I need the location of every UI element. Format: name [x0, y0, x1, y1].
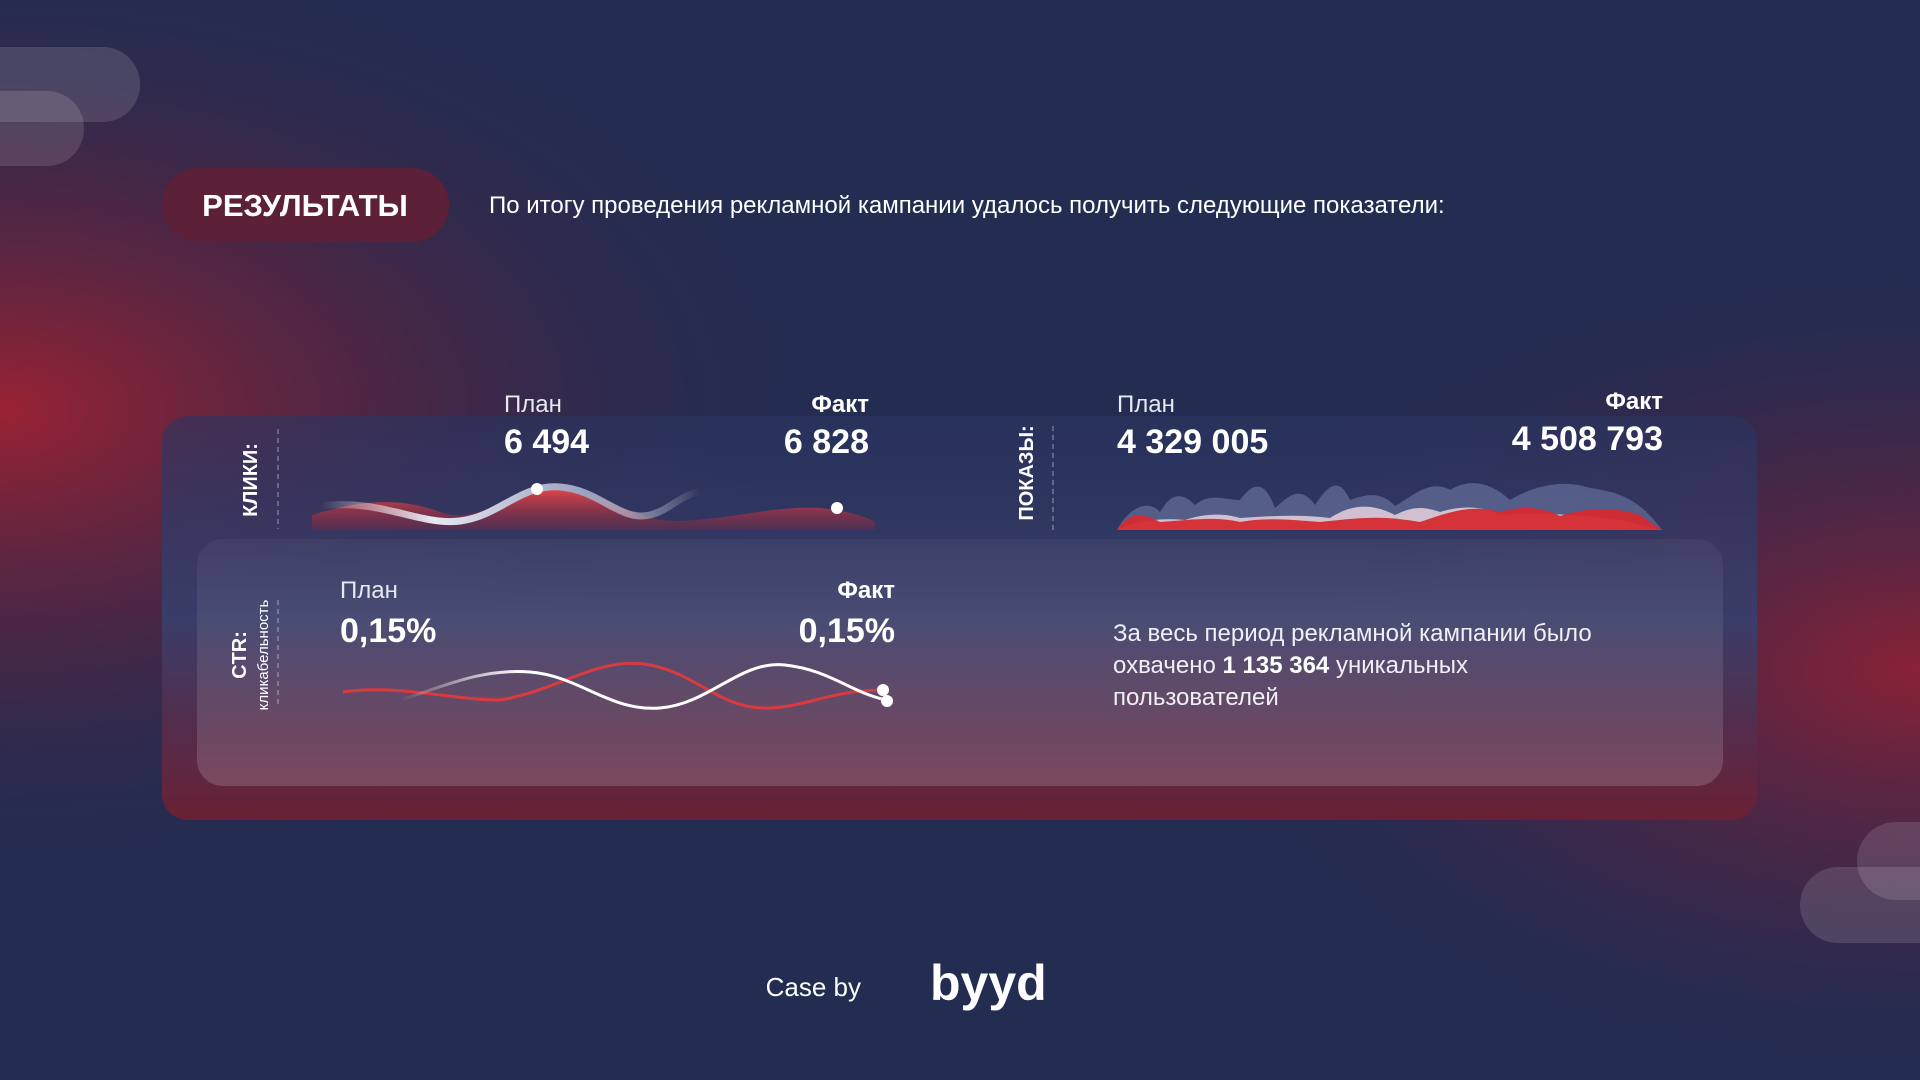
plan-label: План — [340, 577, 398, 604]
case-by: Case by — [766, 972, 861, 1002]
point — [881, 695, 893, 707]
line — [399, 663, 887, 710]
plan-value: 4 329 005 — [1117, 423, 1268, 461]
line — [342, 661, 887, 710]
deco-pill — [1800, 867, 1920, 943]
plan-label: План — [1117, 391, 1175, 418]
fact-value: 0,15% — [799, 612, 895, 650]
wave-ribbon — [319, 483, 701, 526]
plan-label: План — [504, 391, 562, 418]
intro-text: По итогу проведения рекламной кампании у… — [489, 192, 1445, 219]
fact-value: 6 828 — [784, 423, 869, 461]
area — [1117, 507, 1662, 530]
plan-value: 0,15% — [340, 612, 436, 650]
fact-label: Факт — [811, 391, 869, 418]
plan-value: 6 494 — [504, 423, 589, 461]
reach-text-part: уникальных пользователей — [1113, 652, 1468, 711]
point — [831, 502, 843, 514]
fact-label: Факт — [837, 577, 895, 604]
metric-label: КЛИКИ: — [240, 443, 262, 517]
fact-value: 4 508 793 — [1512, 420, 1663, 458]
inner-panel — [197, 539, 1723, 786]
point — [531, 483, 543, 495]
reach-text-part: За весь период рекламной кампании было о… — [1113, 620, 1592, 679]
reach-text: За весь период рекламной кампании было о… — [1113, 618, 1603, 714]
metric-label: CTR: — [229, 631, 251, 679]
deco-pill — [1857, 822, 1920, 900]
point — [877, 684, 889, 696]
deco-pill — [0, 91, 84, 166]
metric-sublabel: кликабельность — [255, 599, 272, 710]
badge — [162, 168, 449, 242]
fact-label: Факт — [1605, 388, 1663, 415]
brand-logo: byyd — [930, 955, 1047, 1011]
badge-text: РЕЗУЛЬТАТЫ — [202, 188, 408, 223]
metric-label: ПОКАЗЫ: — [1016, 425, 1038, 520]
deco-pill — [0, 47, 140, 122]
reach-highlight: 1 135 364 — [1222, 652, 1330, 679]
